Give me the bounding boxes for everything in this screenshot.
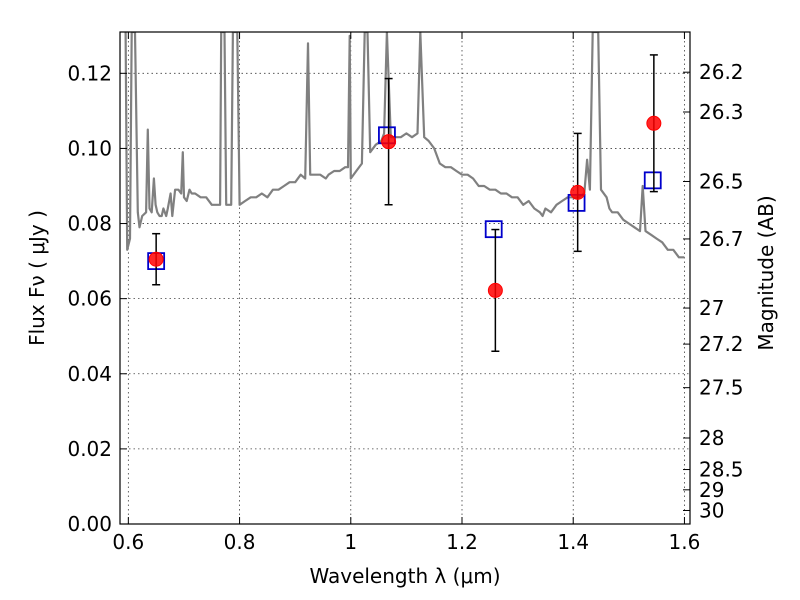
plot-area — [124, 32, 685, 352]
grid — [120, 32, 690, 525]
x-tick-label: 1.6 — [669, 530, 701, 554]
y-tick-label: 0.00 — [67, 512, 112, 536]
y-axis-right-label: Magnitude (AB) — [754, 195, 778, 350]
y-right-tick-label: 26.2 — [699, 60, 744, 84]
x-tick-label: 1.4 — [557, 530, 589, 554]
y-tick-label: 0.10 — [67, 136, 112, 160]
y-axis-label: Flux Fν ( μJy ) — [25, 210, 49, 346]
observed-point — [646, 115, 662, 131]
observed-point — [487, 282, 503, 298]
x-tick-label: 1 — [344, 530, 357, 554]
y-tick-label: 0.12 — [67, 61, 112, 85]
x-tick-label: 0.6 — [112, 530, 144, 554]
y-right-tick-label: 26.5 — [699, 169, 744, 193]
y-right-tick-label: 27 — [699, 296, 724, 320]
observed-point — [381, 134, 397, 150]
y-right-tick-label: 26.3 — [699, 100, 744, 124]
model-point — [643, 171, 662, 190]
y-right-tick-label: 28.5 — [699, 458, 744, 482]
y-tick-label: 0.02 — [67, 437, 112, 461]
x-tick-label: 0.8 — [224, 530, 256, 554]
y-right-tick-label: 26.7 — [699, 227, 744, 251]
x-tick-label: 1.2 — [446, 530, 478, 554]
ticks: 0.6 0.8 1 1.2 1.4 1.6 0.00 0.02 0.04 0.06 0.08 0.10… — [67, 32, 744, 554]
model-point — [484, 220, 503, 239]
y-tick-label: 0.04 — [67, 362, 112, 386]
y-right-tick-label: 28 — [699, 426, 724, 450]
y-right-tick-label: 27.2 — [699, 332, 744, 356]
plot-frame — [119, 31, 691, 525]
y-tick-label: 0.06 — [67, 287, 112, 311]
y-right-tick-label: 27.5 — [699, 376, 744, 400]
observed-point — [148, 251, 164, 267]
x-axis-label: Wavelength λ (μm) — [309, 564, 500, 588]
y-tick-label: 0.08 — [67, 212, 112, 236]
spectrum-line — [124, 32, 685, 259]
observed-point — [570, 184, 586, 200]
y-right-tick-label: 30 — [699, 498, 724, 522]
y-right-tick-label: 29 — [699, 478, 724, 502]
